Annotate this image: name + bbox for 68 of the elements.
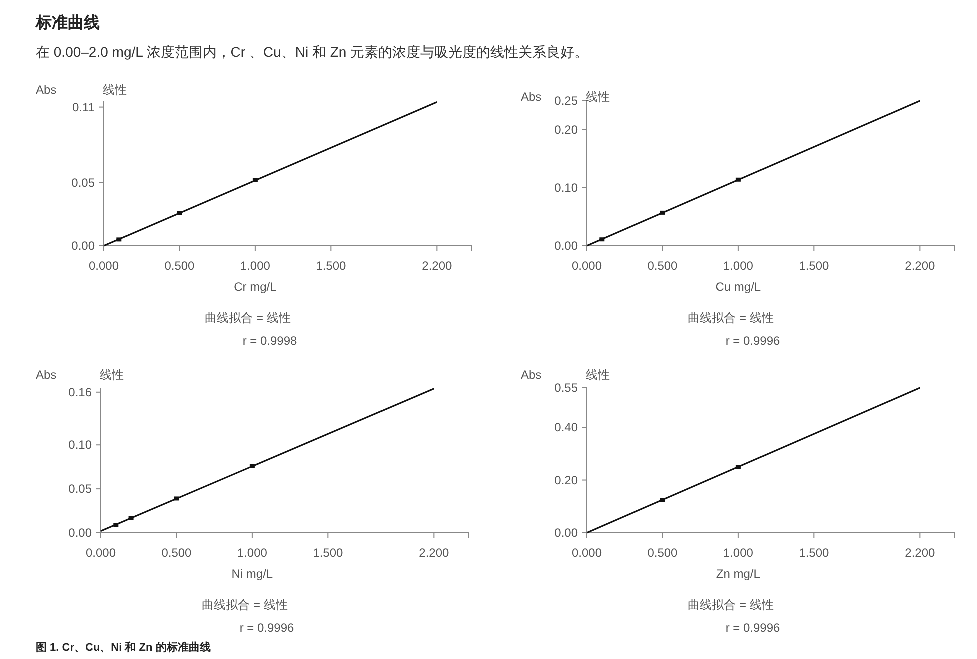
annotation: 线性 xyxy=(586,90,610,104)
point xyxy=(174,496,180,501)
point xyxy=(250,464,255,468)
text: 曲线拟合 = 线性 xyxy=(205,311,291,325)
x-tick-label: 0.000 xyxy=(572,259,602,273)
text: 曲线拟合 = 线性 xyxy=(688,311,774,325)
y-tick-label: 0.55 xyxy=(554,381,578,395)
text: 线性 xyxy=(100,368,124,382)
y-tick-label: 0.20 xyxy=(554,473,578,488)
point xyxy=(736,178,741,182)
x-axis-title: Ni mg/L xyxy=(232,567,274,581)
x-tick-label: 1.000 xyxy=(723,259,754,273)
y-axis-title: Abs xyxy=(36,368,57,382)
x-tick-label: 1.500 xyxy=(799,259,830,273)
y-tick-label: 0.40 xyxy=(554,420,578,435)
y-axis-title: Abs xyxy=(36,83,57,97)
x-tick-label: 0.500 xyxy=(648,546,678,560)
chart-title: 标准曲线 xyxy=(35,14,100,32)
x-tick-label: 1.000 xyxy=(240,259,271,273)
point xyxy=(116,238,122,242)
x-tick-label: 0.000 xyxy=(86,546,116,560)
x-tick-label: 2.200 xyxy=(419,546,450,560)
caption: 图 1. Cr、Cu、Ni 和 Zn 的标准曲线 xyxy=(36,641,211,654)
point xyxy=(128,516,134,520)
x-tick-label: 2.200 xyxy=(905,259,936,273)
y-tick-label: 0.00 xyxy=(554,239,578,253)
point xyxy=(600,238,605,242)
chart-subtitle: 在 0.00–2.0 mg/L 浓度范围内，Cr 、Cu、Ni 和 Zn 元素的浓度与吸光度的线性关系良好。 xyxy=(36,44,589,60)
text: r = 0.9996 xyxy=(726,334,781,348)
y-tick-label: 0.11 xyxy=(72,100,96,114)
x-tick-label: 1.500 xyxy=(313,546,344,560)
y-tick-label: 0.05 xyxy=(72,176,96,190)
x-tick-label: 0.000 xyxy=(572,546,602,560)
text: r = 0.9998 xyxy=(242,334,298,348)
point xyxy=(177,211,182,216)
x-axis-title: Cr mg/L xyxy=(234,280,278,294)
x-tick-label: 0.500 xyxy=(648,259,678,273)
text: 线性 xyxy=(103,83,127,97)
x-axis-title: Cu mg/L xyxy=(716,280,762,294)
text: 曲线拟合 = 线性 xyxy=(688,598,774,612)
y-tick-label: 0.00 xyxy=(554,526,578,540)
y-axis-title: Abs xyxy=(521,368,542,382)
x-tick-label: 1.500 xyxy=(799,546,830,560)
point xyxy=(114,523,119,528)
x-tick-label: 0.500 xyxy=(162,546,192,560)
y-tick-label: 0.05 xyxy=(68,482,92,496)
text: 曲线拟合 = 线性 xyxy=(202,598,288,612)
point xyxy=(252,178,258,182)
y-tick-label: 0.16 xyxy=(68,385,92,400)
y-tick-label: 0.10 xyxy=(554,181,578,195)
y-tick-label: 0.20 xyxy=(554,123,578,137)
y-tick-label: 0.10 xyxy=(68,438,92,452)
text: r = 0.9996 xyxy=(726,621,781,635)
y-tick-label: 0.00 xyxy=(68,526,92,540)
y-axis-title: Abs xyxy=(521,90,542,104)
x-tick-label: 0.000 xyxy=(88,259,120,273)
text: 线性 xyxy=(586,368,610,382)
x-tick-label: 2.200 xyxy=(905,546,936,560)
y-tick-label: 0.00 xyxy=(72,239,96,253)
x-tick-label: 2.200 xyxy=(422,259,453,273)
x-axis-title: Zn mg/L xyxy=(716,567,761,581)
point xyxy=(660,210,666,215)
x-tick-label: 1.500 xyxy=(316,259,346,273)
x-tick-label: 1.000 xyxy=(237,546,268,560)
y-tick-label: 0.25 xyxy=(554,94,578,108)
x-tick-label: 0.500 xyxy=(164,259,196,273)
text: r = 0.9996 xyxy=(240,621,295,635)
x-tick-label: 1.000 xyxy=(723,546,754,560)
